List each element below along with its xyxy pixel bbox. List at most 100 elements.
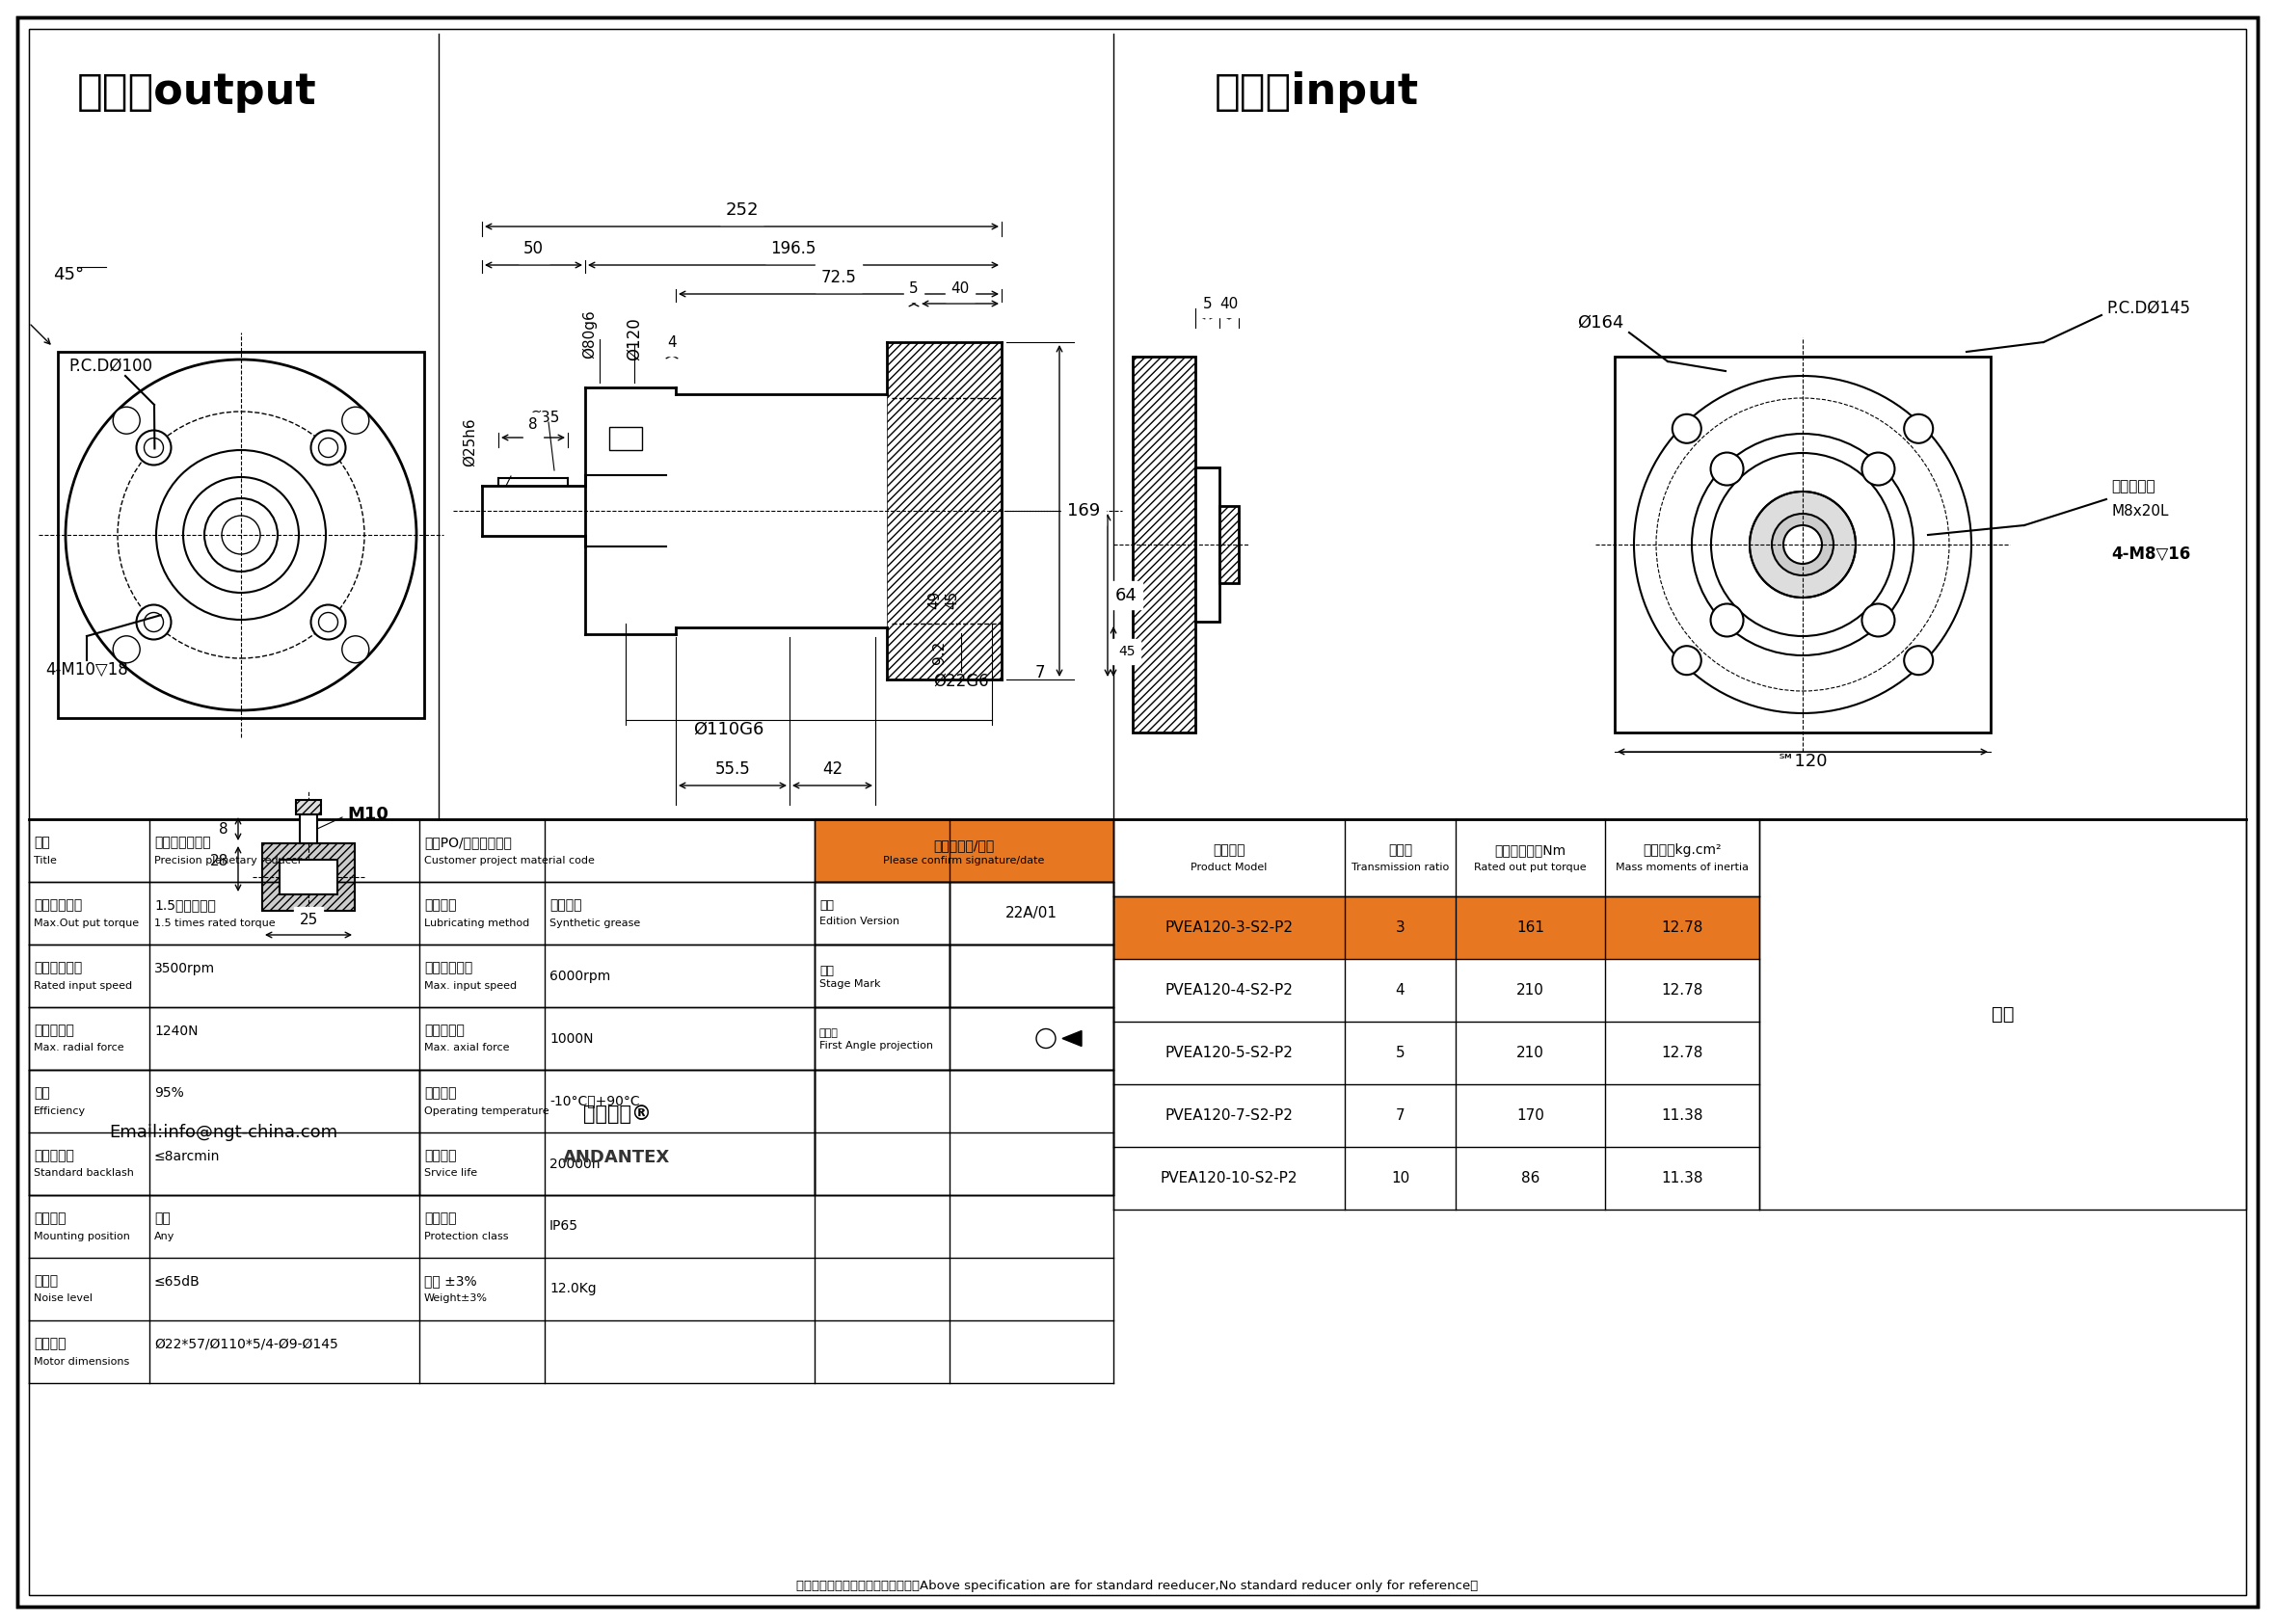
Bar	[280, 859, 337, 895]
Text: 产品型号: 产品型号	[1213, 843, 1244, 857]
Circle shape	[114, 408, 141, 434]
Text: 5: 5	[910, 281, 919, 296]
Text: PVEA120-10-S2-P2: PVEA120-10-S2-P2	[1160, 1171, 1297, 1186]
Text: Operating temperature: Operating temperature	[423, 1106, 548, 1116]
Text: 12.0Kg: 12.0Kg	[551, 1283, 596, 1296]
Circle shape	[1784, 525, 1822, 564]
Text: 8: 8	[528, 417, 537, 432]
Circle shape	[1672, 414, 1702, 443]
Text: 4: 4	[1395, 983, 1406, 997]
Text: 精密行星减速机: 精密行星减速机	[155, 836, 212, 849]
Text: Title: Title	[34, 856, 57, 866]
Circle shape	[312, 604, 346, 640]
Text: 5: 5	[1203, 297, 1213, 312]
Text: Standard backlash: Standard backlash	[34, 1169, 134, 1179]
Text: 安装方式: 安装方式	[34, 1212, 66, 1226]
Text: 最大输出扭矩: 最大输出扭矩	[34, 898, 82, 913]
Text: 1.5倍额定扭矩: 1.5倍额定扭矩	[155, 898, 216, 913]
Text: 电机尺寸: 电机尺寸	[34, 1337, 66, 1351]
Text: 49: 49	[928, 590, 942, 609]
Text: 8: 8	[218, 822, 228, 836]
Text: 传动比: 传动比	[1388, 843, 1413, 857]
Text: 第一角: 第一角	[819, 1030, 839, 1038]
Text: First Angle projection: First Angle projection	[819, 1041, 933, 1051]
Text: 45: 45	[944, 590, 960, 609]
Text: 效率: 效率	[34, 1086, 50, 1099]
Text: 25: 25	[300, 913, 318, 927]
Text: 润滑方式: 润滑方式	[423, 898, 457, 913]
Polygon shape	[1062, 1031, 1081, 1046]
Text: 22A/01: 22A/01	[1006, 906, 1058, 921]
Circle shape	[1772, 513, 1834, 575]
Text: Transmission ratio: Transmission ratio	[1351, 862, 1449, 872]
Text: Noise level: Noise level	[34, 1294, 93, 1304]
Text: Max. axial force: Max. axial force	[423, 1043, 510, 1052]
Text: Product Model: Product Model	[1190, 862, 1267, 872]
Text: Rated out put torque: Rated out put torque	[1474, 862, 1586, 872]
Bar	[1615, 357, 1991, 732]
Bar	[814, 1007, 1112, 1070]
Text: 11.38: 11.38	[1661, 1171, 1704, 1186]
Circle shape	[114, 637, 141, 663]
Text: 任意: 任意	[155, 1212, 171, 1226]
Text: Please confirm signature/date: Please confirm signature/date	[883, 856, 1044, 866]
Text: Ø22*57/Ø110*5/4-Ø9-Ø145: Ø22*57/Ø110*5/4-Ø9-Ø145	[155, 1337, 339, 1351]
Text: 恩坦斯特®: 恩坦斯特®	[582, 1104, 651, 1124]
Text: Precision planetary reducer: Precision planetary reducer	[155, 856, 303, 866]
Text: 4-M10▽18: 4-M10▽18	[46, 661, 127, 679]
Circle shape	[341, 637, 369, 663]
Bar	[610, 427, 642, 450]
Text: Edition Version: Edition Version	[819, 916, 899, 926]
Bar	[1759, 818, 2245, 1210]
Text: 64: 64	[1115, 586, 1138, 604]
Text: 210: 210	[1517, 983, 1545, 997]
Text: 12.78: 12.78	[1661, 921, 1704, 935]
Text: Motor dimensions: Motor dimensions	[34, 1356, 130, 1366]
Text: 容许径向力: 容许径向力	[34, 1025, 75, 1038]
Text: Stage Mark: Stage Mark	[819, 979, 880, 989]
Text: ≤8arcmin: ≤8arcmin	[155, 1150, 221, 1163]
Text: Ø164: Ø164	[1577, 313, 1624, 331]
Text: 内六角螺丝: 内六角螺丝	[2111, 479, 2154, 494]
Text: Customer project material code: Customer project material code	[423, 856, 594, 866]
Text: 1240N: 1240N	[155, 1025, 198, 1038]
Text: 12.78: 12.78	[1661, 1046, 1704, 1060]
Text: 传动惯量kg.cm²: 传动惯量kg.cm²	[1643, 843, 1722, 857]
Text: Max.Out put torque: Max.Out put torque	[34, 918, 139, 927]
Circle shape	[1711, 604, 1743, 637]
Text: 输出端output: 输出端output	[77, 71, 316, 112]
Text: 额定输出扭矩Nm: 额定输出扭矩Nm	[1495, 843, 1565, 857]
Text: ≤65dB: ≤65dB	[155, 1275, 200, 1288]
Text: 28: 28	[209, 854, 228, 867]
Text: 45: 45	[1119, 645, 1135, 658]
Text: 12.78: 12.78	[1661, 983, 1704, 997]
Bar	[1133, 357, 1194, 732]
Text: 55.5: 55.5	[714, 760, 751, 778]
Text: Ø22G6: Ø22G6	[933, 672, 990, 690]
Text: 容许轴向力: 容许轴向力	[423, 1025, 464, 1038]
Text: 长效润滑: 长效润滑	[551, 898, 582, 913]
Circle shape	[1904, 414, 1934, 443]
Text: Lubricating method: Lubricating method	[423, 918, 530, 927]
Text: Mounting position: Mounting position	[34, 1231, 130, 1241]
Text: P.C.DØ100: P.C.DØ100	[68, 357, 152, 375]
Text: 使用温度: 使用温度	[423, 1086, 457, 1099]
Text: 170: 170	[1517, 1108, 1545, 1122]
Circle shape	[1861, 453, 1895, 486]
Circle shape	[1711, 453, 1743, 486]
Text: 额定输入转速: 额定输入转速	[34, 961, 82, 974]
Bar	[419, 1070, 814, 1195]
Text: Ø25h6: Ø25h6	[462, 417, 478, 466]
Text: 40: 40	[951, 281, 969, 296]
Text: PVEA120-5-S2-P2: PVEA120-5-S2-P2	[1165, 1046, 1292, 1060]
Text: Mass moments of inertia: Mass moments of inertia	[1615, 862, 1749, 872]
Bar	[1219, 507, 1238, 583]
Bar	[949, 882, 1112, 945]
Bar	[57, 352, 423, 718]
Text: 规格尺寸如有变动，恕不另行通知（Above specification are for standard reeducer,No standard reduce: 规格尺寸如有变动，恕不另行通知（Above specification are …	[796, 1579, 1479, 1592]
Circle shape	[312, 430, 346, 464]
Text: 最大输入转速: 最大输入转速	[423, 961, 473, 974]
Text: PVEA120-4-S2-P2: PVEA120-4-S2-P2	[1165, 983, 1292, 997]
Text: 备注: 备注	[1991, 1005, 2013, 1023]
Text: Synthetic grease: Synthetic grease	[551, 918, 639, 927]
